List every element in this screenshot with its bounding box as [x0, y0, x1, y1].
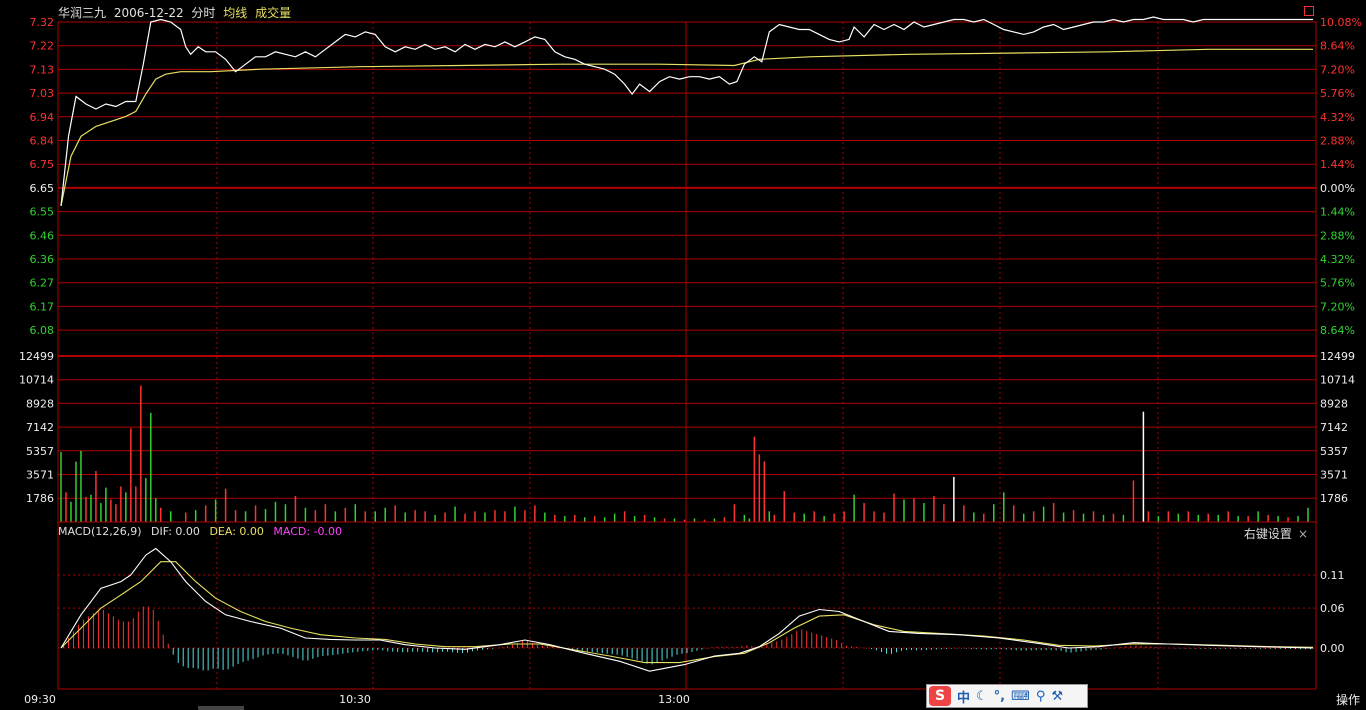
- macd-dif: DIF: 0.00: [151, 525, 200, 538]
- price-tick-label: 6.08: [30, 324, 55, 337]
- pct-tick-label: 4.32%: [1320, 111, 1355, 124]
- volume-tick-label: 1786: [26, 492, 54, 505]
- macd-value: MACD: -0.00: [273, 525, 343, 538]
- macd-tick-label: 0.06: [1320, 602, 1345, 615]
- price-tick-label: 6.84: [30, 135, 55, 148]
- sogou-logo-icon[interactable]: S: [929, 686, 951, 706]
- pct-tick-label: 7.20%: [1320, 63, 1355, 76]
- volume-tick-label: 12499: [1320, 350, 1355, 363]
- volume-tick-label: 8928: [1320, 397, 1348, 410]
- close-icon[interactable]: ×: [1297, 527, 1308, 541]
- volume-tick-label: 10714: [1320, 374, 1355, 387]
- macd-tick-label: 0.00: [1320, 642, 1345, 655]
- price-tick-label: 6.46: [30, 229, 55, 242]
- volume-tick-label: 3571: [1320, 469, 1348, 482]
- period-label: 分时: [191, 6, 216, 20]
- pct-tick-label: 1.44%: [1320, 206, 1355, 219]
- pct-tick-label: 8.64%: [1320, 324, 1355, 337]
- dea-line: [60, 561, 1314, 664]
- pct-tick-label: 5.76%: [1320, 277, 1355, 290]
- dif-line: [60, 547, 1314, 672]
- volume-tick-label: 7142: [1320, 421, 1348, 434]
- volume-tick-label: 7142: [26, 421, 54, 434]
- restore-icon[interactable]: [1304, 6, 1314, 16]
- pct-tick-label: 0.00%: [1320, 182, 1355, 195]
- pct-tick-label: 5.76%: [1320, 87, 1355, 100]
- scrollbar[interactable]: [198, 706, 244, 710]
- pct-tick-label: 2.88%: [1320, 229, 1355, 242]
- chart-header: 华润三九 2006-12-22 分时 均线 成交量: [58, 4, 295, 21]
- time-label: 10:30: [339, 693, 371, 706]
- wrench-icon[interactable]: ⚒: [1051, 688, 1064, 704]
- volume-tick-label: 10714: [19, 374, 54, 387]
- macd-tick-label: 0.11: [1320, 569, 1345, 582]
- volume-tick-label: 8928: [26, 397, 54, 410]
- volume-tick-label: 5357: [26, 445, 54, 458]
- macd-dea: DEA: 0.00: [209, 525, 264, 538]
- price-tick-label: 6.65: [30, 182, 55, 195]
- ime-lang[interactable]: 中: [957, 690, 971, 706]
- avg-line-label: 均线: [223, 6, 248, 20]
- price-tick-label: 6.94: [30, 111, 55, 124]
- price-tick-label: 7.32: [30, 16, 55, 29]
- stock-name: 华润三九: [58, 6, 107, 20]
- volume-tick-label: 12499: [19, 350, 54, 363]
- pct-tick-label: 1.44%: [1320, 158, 1355, 171]
- keyboard-icon[interactable]: ⌨: [1011, 688, 1030, 704]
- ime-toolbar[interactable]: S 中 ☾ °, ⌨ ⚲ ⚒: [926, 684, 1088, 708]
- pct-tick-label: 10.08%: [1320, 16, 1362, 29]
- price-tick-label: 6.27: [30, 277, 55, 290]
- macd-header: MACD(12,26,9) DIF: 0.00 DEA: 0.00 MACD: …: [58, 525, 348, 538]
- moon-icon[interactable]: ☾: [976, 688, 988, 704]
- price-tick-label: 6.36: [30, 253, 55, 266]
- operate-button[interactable]: 操作: [1335, 693, 1360, 707]
- search-icon[interactable]: ⚲: [1035, 688, 1046, 704]
- pct-tick-label: 2.88%: [1320, 135, 1355, 148]
- volume-label: 成交量: [255, 6, 292, 20]
- right-click-label: 右键设置: [1243, 527, 1292, 541]
- pct-tick-label: 4.32%: [1320, 253, 1355, 266]
- right-click-settings[interactable]: 右键设置 ×: [1244, 525, 1308, 542]
- time-label: 13:00: [658, 693, 690, 706]
- price-tick-label: 7.22: [30, 40, 55, 53]
- punct-icon[interactable]: °,: [993, 688, 1006, 704]
- volume-tick-label: 5357: [1320, 445, 1348, 458]
- price-tick-label: 6.17: [30, 300, 55, 313]
- price-tick-label: 6.55: [30, 206, 55, 219]
- volume-tick-label: 3571: [26, 469, 54, 482]
- price-line: [60, 16, 1313, 206]
- price-tick-label: 7.13: [30, 63, 55, 76]
- price-tick-label: 6.75: [30, 158, 55, 171]
- pct-tick-label: 8.64%: [1320, 40, 1355, 53]
- volume-tick-label: 1786: [1320, 492, 1348, 505]
- time-label: 09:30: [24, 693, 56, 706]
- price-tick-label: 7.03: [30, 87, 55, 100]
- chart-date: 2006-12-22: [113, 6, 184, 20]
- pct-tick-label: 7.20%: [1320, 300, 1355, 313]
- avg-line: [60, 48, 1313, 207]
- macd-name: MACD(12,26,9): [58, 525, 142, 538]
